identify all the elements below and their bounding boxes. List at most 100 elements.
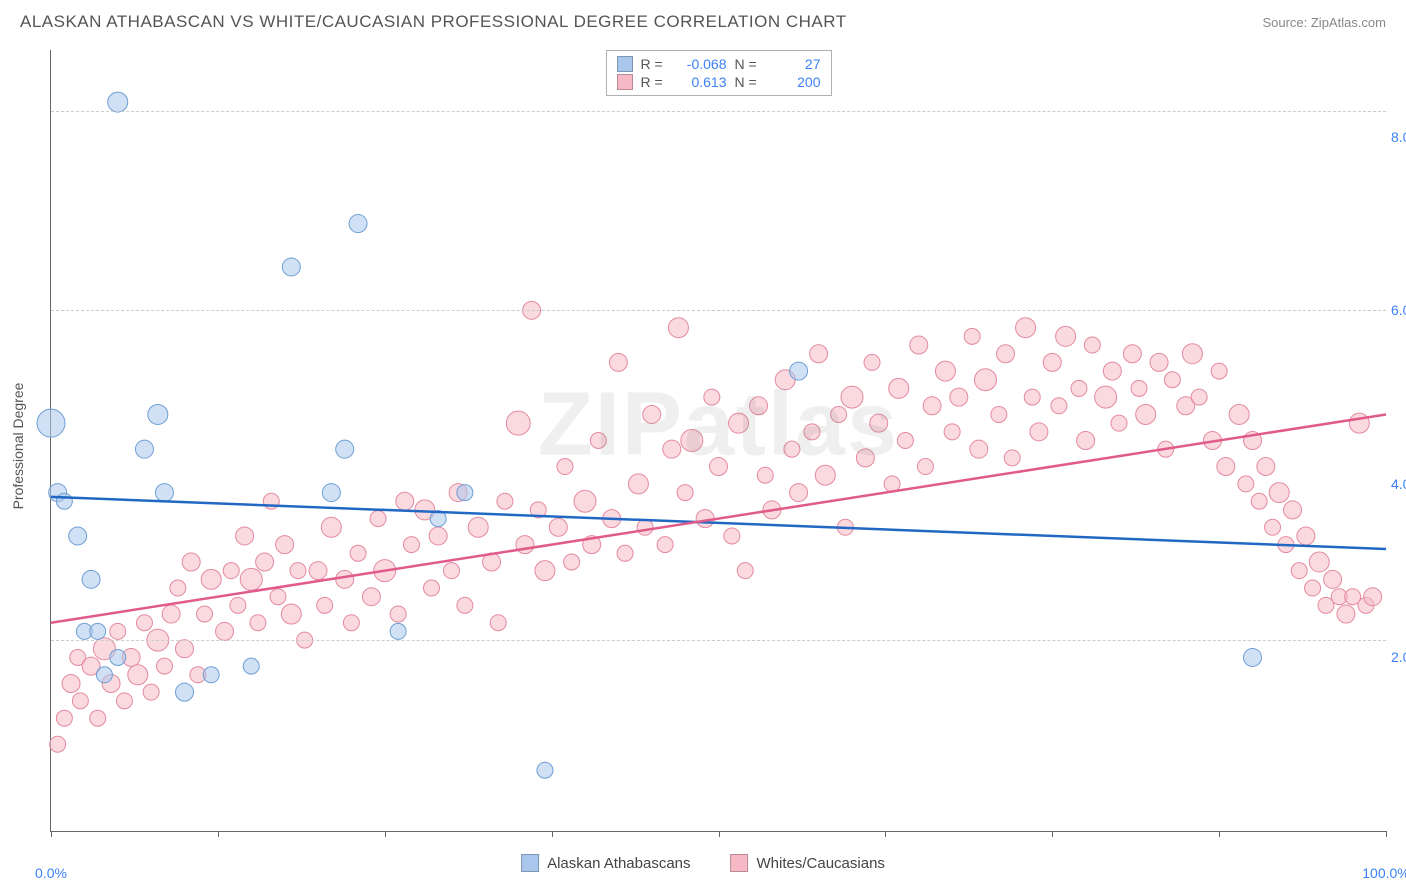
data-point-white: [549, 518, 567, 536]
data-point-white: [256, 553, 274, 571]
data-point-white: [970, 440, 988, 458]
legend-label: Whites/Caucasians: [757, 855, 885, 872]
series-legend: Alaskan Athabascans Whites/Caucasians: [521, 854, 885, 872]
data-point-white: [590, 433, 606, 449]
gridline: [51, 310, 1386, 311]
data-point-white: [457, 597, 473, 613]
data-point-white: [56, 710, 72, 726]
data-point-white: [290, 563, 306, 579]
data-point-white: [804, 424, 820, 440]
data-point-athabascan: [457, 485, 473, 501]
chart-area: ZIPatlas R =-0.068N =27R =0.613N =200 2.…: [50, 50, 1386, 832]
source-label: Source:: [1262, 15, 1310, 30]
scatter-plot: [51, 50, 1386, 831]
r-label: R =: [641, 56, 669, 72]
data-point-white: [831, 406, 847, 422]
data-point-athabascan: [243, 658, 259, 674]
data-point-white: [724, 528, 740, 544]
data-point-white: [201, 569, 221, 589]
data-point-white: [1071, 380, 1087, 396]
data-point-white: [870, 414, 888, 432]
data-point-athabascan: [349, 215, 367, 233]
gridline: [51, 111, 1386, 112]
data-point-white: [128, 665, 148, 685]
data-point-white: [62, 674, 80, 692]
data-point-white: [136, 615, 152, 631]
data-point-white: [643, 405, 661, 423]
data-point-athabascan: [82, 570, 100, 588]
legend-swatch: [521, 854, 539, 872]
data-point-white: [975, 369, 997, 391]
data-point-white: [790, 484, 808, 502]
n-value: 27: [771, 56, 821, 72]
data-point-white: [1051, 398, 1067, 414]
data-point-white: [362, 588, 380, 606]
x-tick: [552, 831, 553, 837]
data-point-white: [1043, 353, 1061, 371]
data-point-white: [1349, 413, 1369, 433]
data-point-white: [923, 397, 941, 415]
x-tick: [385, 831, 386, 837]
data-point-white: [423, 580, 439, 596]
data-point-white: [90, 710, 106, 726]
data-point-white: [321, 517, 341, 537]
data-point-white: [1191, 389, 1207, 405]
data-point-white: [574, 490, 596, 512]
data-point-white: [729, 413, 749, 433]
data-point-white: [964, 328, 980, 344]
data-point-white: [1095, 386, 1117, 408]
data-point-white: [810, 345, 828, 363]
data-point-athabascan: [90, 623, 106, 639]
data-point-white: [1251, 493, 1267, 509]
data-point-white: [1077, 432, 1095, 450]
data-point-white: [1111, 415, 1127, 431]
x-tick: [218, 831, 219, 837]
data-point-white: [1211, 363, 1227, 379]
data-point-white: [889, 378, 909, 398]
data-point-white: [429, 527, 447, 545]
data-point-white: [230, 597, 246, 613]
data-point-white: [657, 537, 673, 553]
data-point-white: [997, 345, 1015, 363]
data-point-white: [784, 441, 800, 457]
data-point-white: [1084, 337, 1100, 353]
data-point-white: [506, 411, 530, 435]
data-point-white: [668, 318, 688, 338]
x-tick: [719, 831, 720, 837]
data-point-white: [1265, 519, 1281, 535]
data-point-white: [944, 424, 960, 440]
data-point-athabascan: [135, 440, 153, 458]
data-point-white: [637, 519, 653, 535]
legend-label: Alaskan Athabascans: [547, 855, 690, 872]
data-point-white: [50, 736, 66, 752]
data-point-white: [497, 493, 513, 509]
data-point-athabascan: [96, 667, 112, 683]
legend-swatch: [617, 74, 633, 90]
data-point-white: [757, 467, 773, 483]
data-point-white: [1305, 580, 1321, 596]
data-point-white: [1291, 563, 1307, 579]
y-tick-label: 2.0%: [1391, 649, 1406, 665]
data-point-white: [910, 336, 928, 354]
r-value: 0.613: [677, 74, 727, 90]
series-legend-item: Whites/Caucasians: [731, 854, 885, 872]
data-point-white: [1297, 527, 1315, 545]
y-tick-label: 6.0%: [1391, 302, 1406, 318]
data-point-white: [1123, 345, 1141, 363]
x-tick: [1052, 831, 1053, 837]
n-label: N =: [735, 56, 763, 72]
data-point-athabascan: [148, 404, 168, 424]
data-point-athabascan: [537, 762, 553, 778]
data-point-white: [156, 658, 172, 674]
header: ALASKAN ATHABASCAN VS WHITE/CAUCASIAN PR…: [0, 0, 1406, 40]
data-point-white: [750, 397, 768, 415]
data-point-white: [815, 465, 835, 485]
x-tick: [1219, 831, 1220, 837]
data-point-white: [182, 553, 200, 571]
data-point-white: [557, 459, 573, 475]
data-point-white: [390, 606, 406, 622]
data-point-athabascan: [390, 623, 406, 639]
data-point-white: [403, 537, 419, 553]
data-point-white: [216, 622, 234, 640]
data-point-white: [1056, 326, 1076, 346]
